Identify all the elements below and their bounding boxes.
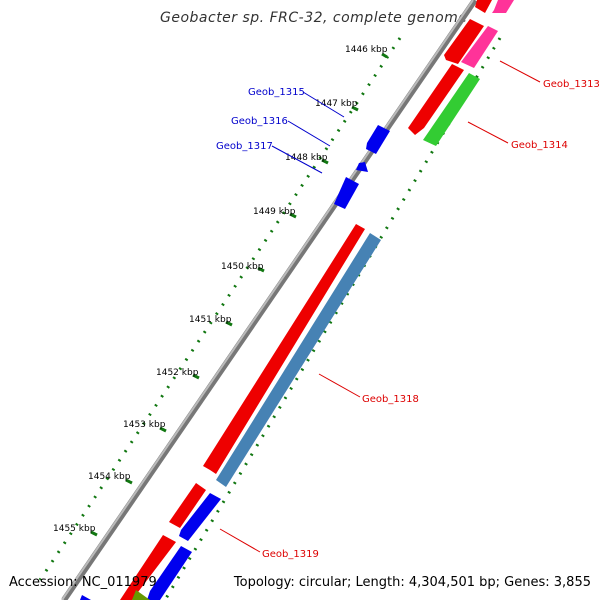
gene-feature-geob-1314[interactable] xyxy=(423,73,480,146)
gene-feature-top-red[interactable] xyxy=(475,0,492,13)
gene-feature-lower-red[interactable] xyxy=(169,483,206,528)
label-connector xyxy=(318,373,361,398)
label-connector xyxy=(302,91,345,118)
gene-label-geob-1316[interactable]: Geob_1316 xyxy=(231,116,288,127)
tick-label: 1451 kbp xyxy=(189,315,232,325)
gene-feature-geob-1317[interactable] xyxy=(334,177,359,209)
topology-label: Topology: circular; Length: 4,304,501 bp… xyxy=(234,575,591,590)
tick-label: 1447 kbp xyxy=(315,99,358,109)
major-tick xyxy=(90,530,98,537)
accession-label: Accession: NC_011979 xyxy=(9,575,157,590)
gene-feature-edge-blue[interactable] xyxy=(80,595,91,600)
genome-title-text: Geobacter sp. FRC-32, complete genome xyxy=(160,10,468,26)
major-tick xyxy=(351,105,359,112)
gene-feature-geob-1319[interactable] xyxy=(179,493,221,541)
genome-backbone-highlight xyxy=(61,0,474,600)
gene-label-geob-1315[interactable]: Geob_1315 xyxy=(248,87,305,98)
gene-label-geob-1317[interactable]: Geob_1317 xyxy=(216,141,273,152)
label-connector xyxy=(287,120,331,147)
major-tick xyxy=(289,212,297,219)
gene-feature-geob-1315[interactable] xyxy=(366,125,390,154)
major-ticks xyxy=(90,52,388,537)
gene-feature-bottom-olive[interactable] xyxy=(132,590,150,600)
tick-label: 1448 kbp xyxy=(285,153,328,163)
accession-text: Accession: NC_011979 xyxy=(9,575,157,590)
major-tick xyxy=(192,373,200,380)
gene-label-geob-1318[interactable]: Geob_1318 xyxy=(362,394,419,405)
genome-backbone xyxy=(61,0,478,600)
label-connector xyxy=(467,121,509,144)
label-connector xyxy=(499,60,541,83)
tick-label: 1452 kbp xyxy=(156,368,199,378)
label-connector xyxy=(219,528,261,553)
tick-label: 1455 kbp xyxy=(53,524,96,534)
gene-feature-bottom-blue[interactable] xyxy=(147,546,192,600)
gene-feature-top-pink[interactable] xyxy=(492,0,514,13)
gene-label-geob-1313[interactable]: Geob_1313 xyxy=(543,79,600,90)
label-connector xyxy=(271,145,323,174)
major-tick xyxy=(321,158,329,165)
gene-label-geob-1319[interactable]: Geob_1319 xyxy=(262,549,319,560)
tick-label: 1450 kbp xyxy=(221,262,264,272)
gene-feature-geob-1316[interactable] xyxy=(356,162,368,172)
major-tick xyxy=(125,478,133,485)
gene-feature-geob-1318-red[interactable] xyxy=(203,224,365,474)
tick-label: 1453 kbp xyxy=(123,420,166,430)
gene-feature-geob-1318[interactable] xyxy=(216,233,381,487)
tick-label: 1449 kbp xyxy=(253,207,296,217)
gene-label-geob-1314[interactable]: Geob_1314 xyxy=(511,140,568,151)
gene-feature-bottom-red[interactable] xyxy=(120,535,176,600)
topology-text: Topology: circular; Length: 4,304,501 bp… xyxy=(233,575,591,590)
gene-feature-geob-1313[interactable] xyxy=(408,64,464,135)
tick-label: 1446 kbp xyxy=(345,45,388,55)
gene-feature-pink[interactable] xyxy=(461,26,498,68)
tick-label: 1454 kbp xyxy=(88,472,131,482)
gene-feature-red-upper[interactable] xyxy=(444,19,484,64)
major-tick xyxy=(257,266,265,273)
major-tick xyxy=(381,52,388,59)
major-tick xyxy=(225,320,233,327)
major-tick xyxy=(159,426,167,433)
